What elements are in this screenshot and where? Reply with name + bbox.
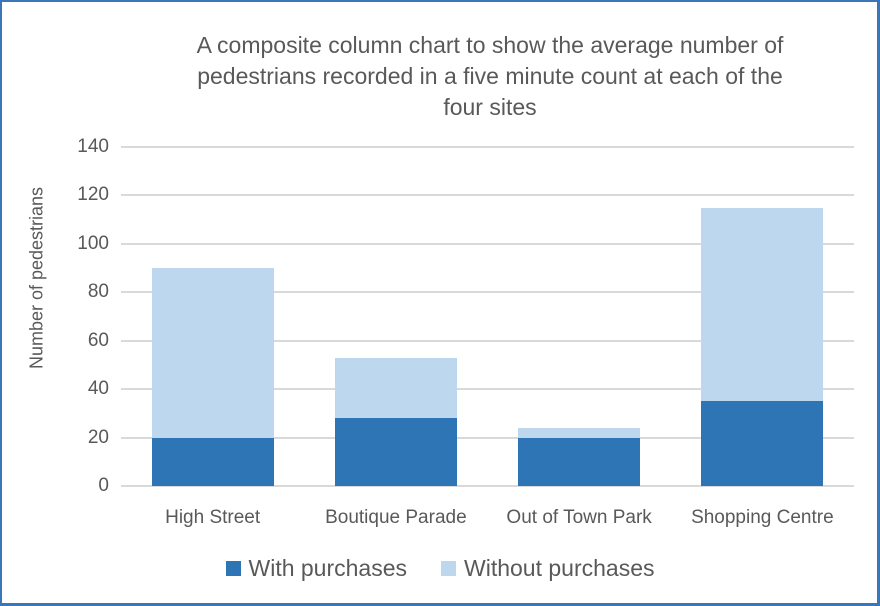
- chart-title-line-3: four sites: [443, 94, 537, 120]
- bar-segment-without-purchases: [151, 268, 274, 438]
- gridline: [121, 242, 854, 245]
- gridline: [121, 146, 854, 148]
- gridline: [121, 485, 854, 487]
- y-tick-label: 0: [98, 475, 109, 496]
- gridline: [121, 194, 854, 197]
- bar-segment-with-purchases: [701, 401, 824, 486]
- bar-out-of-town-park: [518, 427, 641, 486]
- bar-segment-without-purchases: [518, 427, 641, 438]
- legend: With purchases Without purchases: [0, 555, 880, 582]
- chart-title: A composite column chart to show the ave…: [120, 30, 860, 123]
- chart-title-line-1: A composite column chart to show the ave…: [196, 32, 784, 58]
- legend-swatch-with-purchases: [225, 561, 241, 576]
- x-category-label: Shopping Centre: [691, 507, 834, 528]
- y-tick-label: 100: [77, 232, 109, 254]
- legend-label-with-purchases: With purchases: [248, 555, 408, 581]
- bar-high-street: [151, 268, 274, 486]
- gridline: [121, 388, 854, 391]
- plot-area: [121, 146, 854, 487]
- legend-swatch-without-purchases: [441, 561, 457, 576]
- legend-item-with-purchases: With purchases: [225, 555, 408, 582]
- bar-boutique-parade: [334, 357, 457, 486]
- gridline: [121, 339, 854, 342]
- y-tick-label: 120: [77, 184, 109, 206]
- y-tick-label: 140: [77, 136, 109, 157]
- y-tick-label: 20: [87, 426, 109, 448]
- gridline: [121, 291, 854, 294]
- bar-segment-with-purchases: [518, 437, 641, 486]
- x-category-label: Out of Town Park: [506, 507, 652, 528]
- y-tick-label: 80: [87, 281, 109, 303]
- chart-title-line-2: pedestrians recorded in a five minute co…: [197, 63, 783, 89]
- x-category-label: Boutique Parade: [325, 507, 467, 528]
- bar-segment-without-purchases: [701, 207, 824, 402]
- y-tick-label: 60: [87, 329, 109, 351]
- legend-label-without-purchases: Without purchases: [464, 555, 655, 581]
- x-category-label: High Street: [165, 507, 261, 528]
- bar-segment-with-purchases: [151, 437, 274, 486]
- gridline: [121, 436, 854, 439]
- bar-segment-with-purchases: [334, 418, 457, 486]
- bar-shopping-centre: [701, 207, 824, 486]
- legend-item-without-purchases: Without purchases: [441, 555, 655, 582]
- y-tick-label: 40: [87, 378, 109, 400]
- y-axis-label: Number of pedestrians: [26, 186, 47, 370]
- bar-segment-without-purchases: [334, 357, 457, 419]
